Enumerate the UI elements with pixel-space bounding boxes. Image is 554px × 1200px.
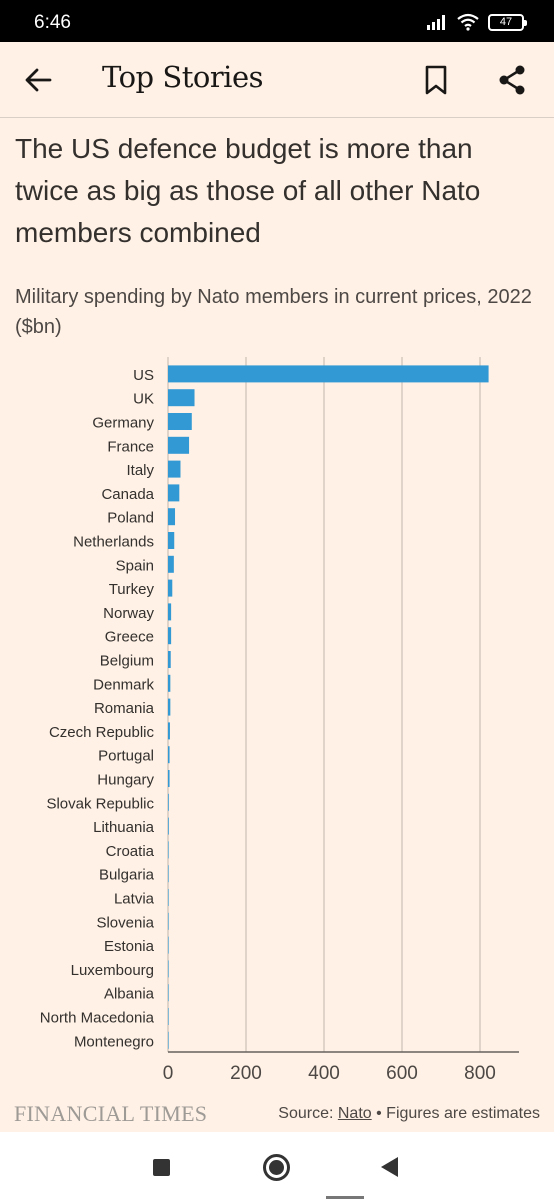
category-label: Bulgaria [99,867,155,884]
category-label: Spain [116,557,154,574]
bar [168,865,169,883]
bar [168,841,169,859]
battery-icon: 47 [488,13,527,31]
bar [168,1031,169,1049]
category-label: Albania [104,986,155,1003]
spending-bar-chart: 0 200 400 600 800 US UK Germany France Italy Canad… [40,357,519,1084]
source-prefix: Source: [278,1105,338,1122]
category-label: Romania [94,700,155,717]
bar [168,889,169,906]
bar [168,603,172,621]
category-label: Denmark [93,676,154,693]
bar [168,1008,169,1025]
back-arrow-icon[interactable] [20,62,56,98]
ft-logo: FINANCIAL TIMES [14,1101,208,1126]
bar [168,627,172,645]
category-label: Luxembourg [71,962,154,979]
category-label: UK [133,391,154,408]
home-button[interactable] [263,1154,290,1181]
source-link[interactable]: Nato [337,1105,372,1122]
x-tick-label: 0 [163,1063,174,1084]
bar [168,508,176,526]
system-nav-bar [0,1132,554,1200]
bar [168,365,489,383]
bar [168,436,190,454]
category-label: Montenegro [74,1033,154,1050]
bar [168,984,169,1002]
source-suffix: • Figures are estimates [371,1105,540,1122]
bar [168,960,169,978]
page-title: Top Stories [102,60,264,94]
status-time: 6:46 [34,12,71,33]
x-tick-label: 200 [230,1063,262,1084]
category-label: Netherlands [73,534,154,551]
status-icons: 47 [426,13,527,31]
bar [168,532,175,549]
x-tick-label: 800 [464,1063,496,1084]
bookmark-icon[interactable] [420,62,452,98]
app-header: Top Stories [0,42,554,118]
category-label: France [107,438,154,455]
signal-icon [427,15,445,30]
bar [168,722,170,740]
category-label: Slovenia [96,914,154,931]
bar [168,555,174,573]
category-label: Belgium [100,653,154,670]
category-label: North Macedonia [40,1010,155,1027]
bar [168,674,171,692]
bar [168,460,181,478]
status-bar: 6:46 47 [0,0,554,42]
bar [168,770,170,787]
category-label: Canada [101,486,154,503]
category-label: Germany [92,415,154,432]
bar [168,651,171,668]
nav-back-button[interactable] [381,1157,398,1177]
category-label: Estonia [104,938,155,955]
category-label: Norway [103,605,154,622]
category-label: US [133,367,154,384]
share-icon[interactable] [494,62,530,98]
bar [168,698,171,716]
x-tick-label: 600 [386,1063,418,1084]
category-label: Greece [105,629,154,646]
category-label: Czech Republic [49,724,155,741]
bar [168,579,173,597]
recent-apps-button[interactable] [153,1159,170,1176]
bar [168,793,169,811]
category-label: Turkey [109,581,155,598]
bar [168,912,169,930]
chart-subtitle: Military spending by Nato members in cur… [15,286,532,338]
category-label: Lithuania [93,819,155,836]
bar [168,484,180,502]
category-label: Italy [126,462,154,479]
article-headline: The US defence budget is more than twice… [15,133,481,248]
category-label: Latvia [114,891,155,908]
category-label: Slovak Republic [46,795,154,812]
bar [168,817,169,835]
x-tick-label: 400 [308,1063,340,1084]
category-label: Croatia [106,843,155,860]
category-label: Hungary [97,772,154,789]
bar [168,413,192,430]
source-note: Source: Nato • Figures are estimates [278,1105,540,1123]
bar [168,936,169,954]
battery-level: 47 [499,15,513,28]
category-label: Portugal [98,748,154,765]
bar [168,389,195,407]
category-label: Poland [107,510,154,527]
wifi-icon [457,13,479,31]
gesture-indicator [326,1196,364,1199]
bar [168,746,170,764]
